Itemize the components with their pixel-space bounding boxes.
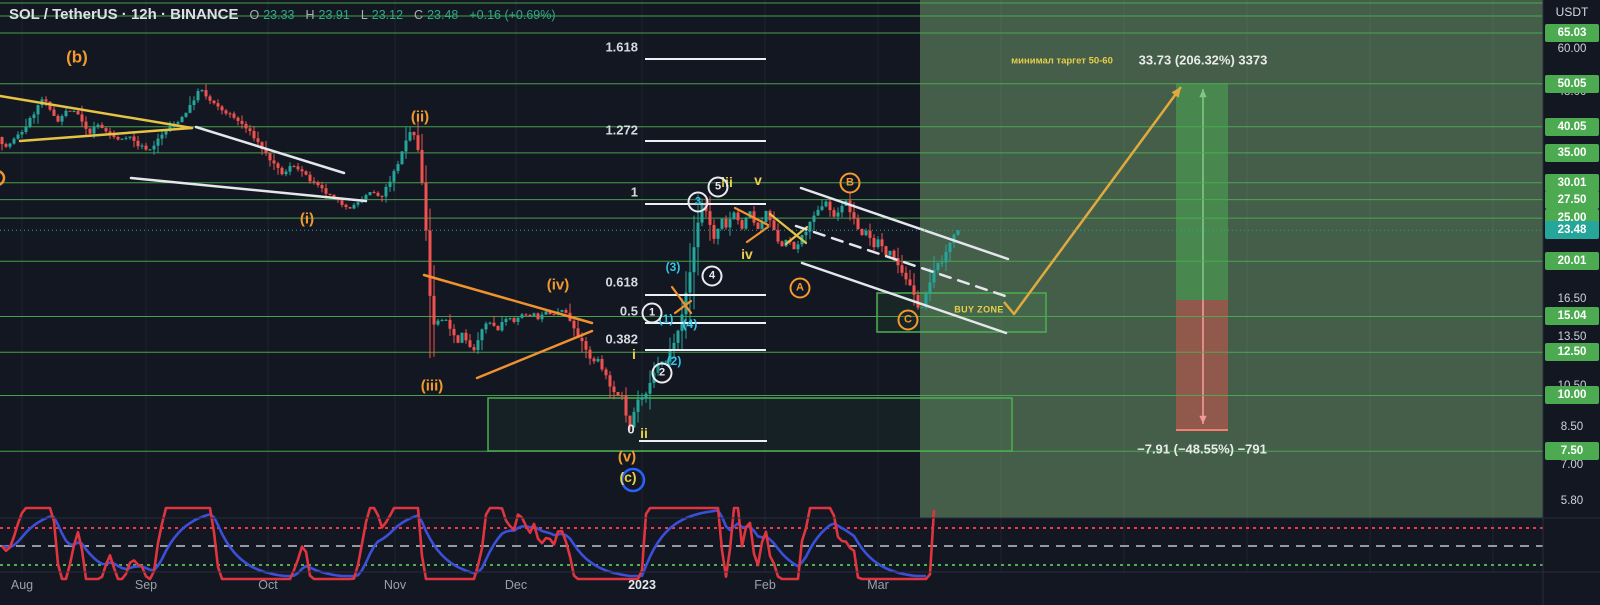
target-arrow[interactable] (1003, 86, 1183, 316)
trendline-drawings[interactable] (0, 86, 1183, 493)
wave-c-circle[interactable] (620, 467, 646, 493)
price-level-badge-65.03: 65.03 (1545, 24, 1599, 42)
time-tick-2023: 2023 (628, 578, 656, 592)
wave-label-1[interactable]: (1) (658, 312, 674, 326)
low-value: 23.12 (371, 8, 404, 22)
projection-zone[interactable] (920, 0, 1543, 518)
price-level-badge-27.5: 27.50 (1545, 191, 1599, 209)
wave-label-i[interactable]: i (632, 346, 636, 362)
low-label: L (360, 8, 368, 22)
price-level-badge-30.01: 30.01 (1545, 174, 1599, 192)
wave-label-iii[interactable]: (iii) (420, 377, 444, 395)
fib-label-1.272: 1.272 (605, 122, 638, 138)
symbol-header[interactable]: SOL / TetherUS · 12h · BINANCE O 23.33 H… (9, 6, 556, 23)
fib-label-1.618: 1.618 (605, 39, 638, 55)
open-label: O (249, 8, 260, 22)
wave-label-0[interactable]: 0 (627, 421, 635, 437)
time-tick-Oct: Oct (258, 578, 278, 592)
time-gridlines (21, 0, 1494, 572)
risk-box (1176, 300, 1228, 430)
price-axis-title: USDT (1555, 5, 1589, 19)
wave-label-v[interactable]: v (754, 172, 762, 188)
support-zone-box[interactable] (487, 397, 1013, 452)
buy-zone-label[interactable]: BUY ZONE (954, 304, 1004, 315)
price-level-badge-40.05: 40.05 (1545, 118, 1599, 136)
price-level-badge-10: 10.00 (1545, 386, 1599, 404)
close-value: 23.48 (427, 8, 459, 22)
time-tick-Nov: Nov (383, 578, 407, 592)
open-value: 23.33 (263, 8, 295, 22)
price-tick-8.5: 8.50 (1560, 421, 1584, 433)
wave-label-ii[interactable]: (ii) (410, 108, 430, 126)
min-target-note[interactable]: минимал таргет 50-60 (1011, 55, 1113, 67)
wave-circle-C[interactable]: C (897, 309, 919, 331)
wave-circle-4[interactable]: 4 (701, 265, 723, 287)
wave-label-ii[interactable]: ii (640, 425, 648, 441)
risk-reward-column[interactable] (1176, 83, 1228, 431)
wave-circle-3[interactable]: 3 (687, 191, 709, 213)
time-tick-Feb: Feb (754, 578, 776, 592)
price-level-badge-12.5: 12.50 (1545, 343, 1599, 361)
wave-circle-A[interactable]: A (789, 277, 811, 299)
close-label: C (414, 8, 424, 22)
fib-label-0.618: 0.618 (605, 274, 638, 290)
time-tick-Aug: Aug (10, 578, 34, 592)
change-value: +0.16 (+0.69%) (469, 8, 556, 22)
price-tick-16.5: 16.50 (1557, 293, 1587, 305)
oscillator-fast-line (1, 506, 936, 581)
time-tick-Mar: Mar (867, 578, 889, 592)
oscillator-panel[interactable] (0, 506, 1543, 581)
fib-label-0.5: 0.5 (619, 303, 638, 319)
wave-circle-1[interactable]: 1 (641, 302, 663, 324)
symbol-title[interactable]: SOL / TetherUS · 12h · BINANCE (9, 6, 239, 23)
price-level-badge-20.01: 20.01 (1545, 252, 1599, 270)
arrowhead (1199, 89, 1207, 98)
price-tick-60: 60.00 (1557, 43, 1587, 55)
high-label: H (305, 8, 315, 22)
price-level-badge-50.05: 50.05 (1545, 75, 1599, 93)
price-tick-7: 7.00 (1560, 459, 1584, 471)
reward-box (1176, 83, 1228, 300)
price-tick-5.8: 5.80 (1560, 495, 1584, 507)
arrowhead (1199, 415, 1207, 424)
wave-label-iv[interactable]: iv (741, 246, 753, 262)
wave-label-v[interactable]: (v) (617, 448, 637, 466)
wave-circle-2[interactable]: 2 (651, 362, 673, 384)
price-level-badge-15.04: 15.04 (1545, 307, 1599, 325)
price-tick-13.5: 13.50 (1557, 331, 1587, 343)
wave-label-c[interactable]: (c) (619, 469, 637, 485)
wave-label-b[interactable]: (b) (66, 47, 88, 67)
arrowhead (1171, 87, 1181, 98)
wave-label-iv[interactable]: (iv) (546, 276, 570, 294)
price-level-badge-35: 35.00 (1545, 144, 1599, 162)
fib-label-0.382: 0.382 (605, 331, 638, 347)
wave-label-i[interactable]: (i) (299, 210, 315, 228)
high-value: 23.91 (318, 8, 350, 22)
edge-marker-circle (0, 170, 6, 186)
wave-label-3[interactable]: (3) (665, 260, 681, 274)
last-price-badge: 23.48 (1545, 221, 1599, 239)
time-tick-Sep: Sep (134, 578, 158, 592)
wave-label-4[interactable]: (4) (682, 317, 698, 331)
fib-label-1: 1 (630, 184, 638, 200)
target-up-value[interactable]: 33.73 (206.32%) 3373 (1138, 52, 1268, 68)
oscillator-slow-line (1, 509, 926, 578)
price-level-badge-7.5: 7.50 (1545, 442, 1599, 460)
wave-circle-5[interactable]: 5 (707, 176, 729, 198)
target-down-value[interactable]: −7.91 (−48.55%) −791 (1137, 441, 1267, 457)
wave-label-2[interactable]: (2) (666, 354, 682, 368)
wave-circle-B[interactable]: B (839, 172, 861, 194)
time-tick-Dec: Dec (504, 578, 528, 592)
